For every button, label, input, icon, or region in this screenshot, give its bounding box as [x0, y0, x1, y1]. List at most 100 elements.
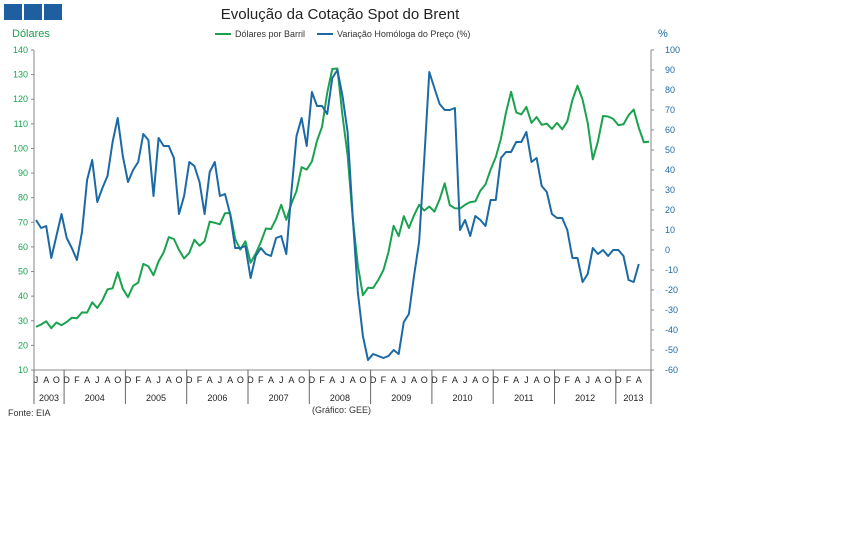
legend-entry-change: Variação Homóloga do Preço (%): [317, 29, 470, 39]
month-label: A: [227, 375, 233, 385]
month-label: D: [493, 375, 500, 385]
month-label: J: [524, 375, 529, 385]
right-tick-label: 100: [665, 45, 680, 55]
month-label: F: [565, 375, 571, 385]
legend-label-price: Dólares por Barril: [235, 29, 306, 39]
month-label: A: [472, 375, 478, 385]
left-tick-label: 70: [18, 217, 28, 227]
month-label: A: [145, 375, 151, 385]
month-label: A: [513, 375, 519, 385]
legend-swatch-price: [215, 33, 231, 35]
left-tick-label: 10: [18, 365, 28, 375]
year-label: 2011: [514, 393, 533, 403]
month-label: O: [298, 375, 305, 385]
month-label: A: [268, 375, 274, 385]
right-tick-label: -40: [665, 325, 678, 335]
month-label: F: [626, 375, 632, 385]
year-label: 2009: [391, 393, 411, 403]
month-label: A: [595, 375, 601, 385]
right-tick-label: 40: [665, 165, 675, 175]
left-tick-label: 140: [13, 45, 28, 55]
right-tick-label: -10: [665, 265, 678, 275]
right-tick-label: 80: [665, 85, 675, 95]
right-tick-label: -50: [665, 345, 678, 355]
year-label: 2010: [453, 393, 473, 403]
right-tick-label: 90: [665, 65, 675, 75]
left-tick-label: 20: [18, 340, 28, 350]
credit-note: (Gráfico: GEE): [312, 405, 372, 415]
year-label: 2007: [269, 393, 289, 403]
month-label: D: [554, 375, 561, 385]
right-tick-label: -60: [665, 365, 678, 375]
month-label: J: [95, 375, 100, 385]
month-label: A: [288, 375, 294, 385]
legend-entry-price: Dólares por Barril: [215, 29, 305, 39]
month-label: F: [442, 375, 448, 385]
month-label: A: [391, 375, 397, 385]
right-tick-label: 70: [665, 105, 675, 115]
series-line-change: [35, 69, 640, 361]
legend-label-change: Variação Homóloga do Preço (%): [337, 29, 471, 39]
logo-square-2: [24, 4, 42, 20]
month-label: A: [166, 375, 172, 385]
year-label: 2008: [330, 393, 350, 403]
month-label: A: [43, 375, 49, 385]
right-tick-label: 50: [665, 145, 675, 155]
month-label: O: [543, 375, 550, 385]
year-label: 2006: [207, 393, 227, 403]
right-tick-label: 30: [665, 185, 675, 195]
month-label: D: [615, 375, 622, 385]
left-tick-label: 50: [18, 267, 28, 277]
year-label: 2004: [85, 393, 105, 403]
left-tick-label: 100: [13, 143, 28, 153]
left-tick-label: 120: [13, 94, 28, 104]
left-axis-unit: Dólares: [12, 28, 50, 40]
month-label: O: [482, 375, 489, 385]
month-label: O: [53, 375, 60, 385]
month-label: O: [176, 375, 183, 385]
left-tick-label: 90: [18, 168, 28, 178]
month-label: A: [207, 375, 213, 385]
left-tick-label: 60: [18, 242, 28, 252]
logo-square-3: [44, 4, 62, 20]
month-label: J: [279, 375, 284, 385]
year-label: 2012: [575, 393, 595, 403]
left-tick-label: 130: [13, 70, 28, 80]
month-label: F: [135, 375, 141, 385]
logo: [4, 4, 62, 20]
month-label: A: [105, 375, 111, 385]
month-label: A: [636, 375, 642, 385]
month-label: J: [585, 375, 590, 385]
month-label: J: [402, 375, 407, 385]
month-label: D: [63, 375, 70, 385]
month-label: A: [452, 375, 458, 385]
legend-swatch-change: [317, 33, 334, 35]
month-label: F: [197, 375, 203, 385]
month-label: J: [34, 375, 39, 385]
month-label: A: [534, 375, 540, 385]
month-label: O: [421, 375, 428, 385]
month-label: D: [125, 375, 132, 385]
right-tick-label: 20: [665, 205, 675, 215]
year-label: 2005: [146, 393, 166, 403]
month-label: J: [463, 375, 468, 385]
series-line-price: [35, 67, 650, 330]
left-tick-label: 40: [18, 291, 28, 301]
chart-title: Evolução da Cotação Spot do Brent: [220, 6, 460, 23]
month-label: D: [186, 375, 193, 385]
month-label: F: [319, 375, 325, 385]
right-tick-label: 0: [665, 245, 670, 255]
month-label: F: [503, 375, 509, 385]
left-tick-label: 80: [18, 193, 28, 203]
right-tick-label: -20: [665, 285, 678, 295]
month-label: O: [359, 375, 366, 385]
month-label: O: [237, 375, 244, 385]
left-tick-label: 30: [18, 316, 28, 326]
right-axis-unit: %: [658, 28, 668, 40]
month-label: D: [309, 375, 316, 385]
source-note: Fonte: EIA: [8, 408, 51, 418]
month-label: J: [340, 375, 345, 385]
month-label: A: [350, 375, 356, 385]
month-label: A: [84, 375, 90, 385]
month-label: F: [381, 375, 387, 385]
